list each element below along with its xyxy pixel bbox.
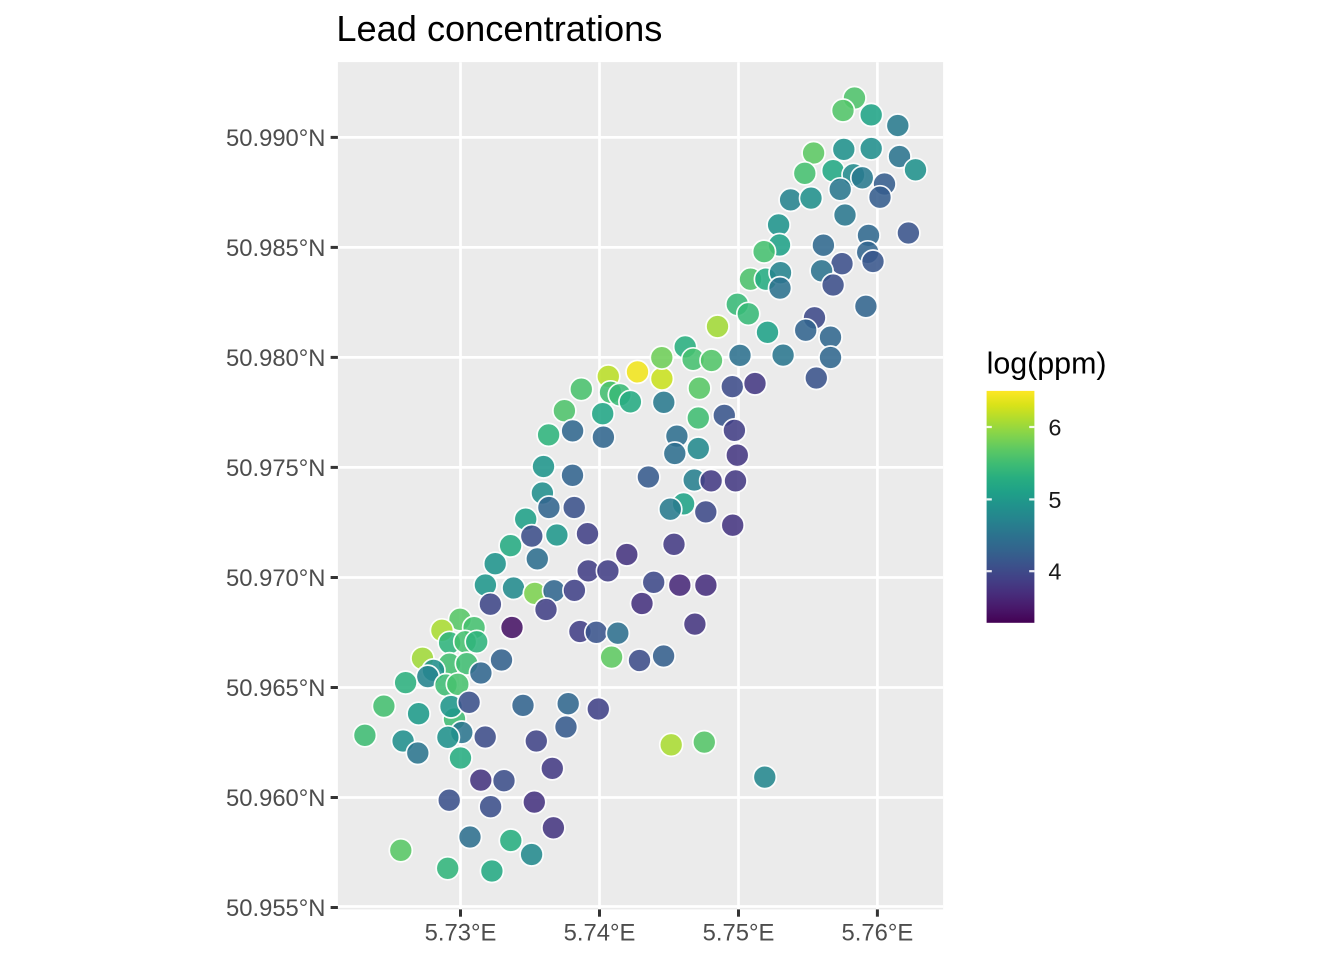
svg-text:5.76°E: 5.76°E (842, 920, 914, 947)
svg-text:50.990°N: 50.990°N (226, 125, 326, 152)
svg-text:Lead concentrations: Lead concentrations (336, 8, 662, 49)
svg-text:5: 5 (1048, 487, 1061, 513)
svg-text:5.75°E: 5.75°E (703, 920, 775, 947)
svg-text:50.960°N: 50.960°N (226, 785, 326, 812)
svg-text:50.975°N: 50.975°N (226, 455, 326, 482)
svg-text:50.965°N: 50.965°N (226, 675, 326, 702)
svg-text:50.955°N: 50.955°N (226, 895, 326, 922)
svg-text:50.985°N: 50.985°N (226, 235, 326, 262)
svg-text:5.74°E: 5.74°E (564, 920, 636, 947)
svg-text:5.73°E: 5.73°E (425, 920, 497, 947)
svg-text:log(ppm): log(ppm) (987, 346, 1107, 380)
svg-text:50.970°N: 50.970°N (226, 565, 326, 592)
svg-text:50.980°N: 50.980°N (226, 345, 326, 372)
svg-text:4: 4 (1048, 559, 1061, 585)
svg-text:6: 6 (1048, 414, 1061, 440)
